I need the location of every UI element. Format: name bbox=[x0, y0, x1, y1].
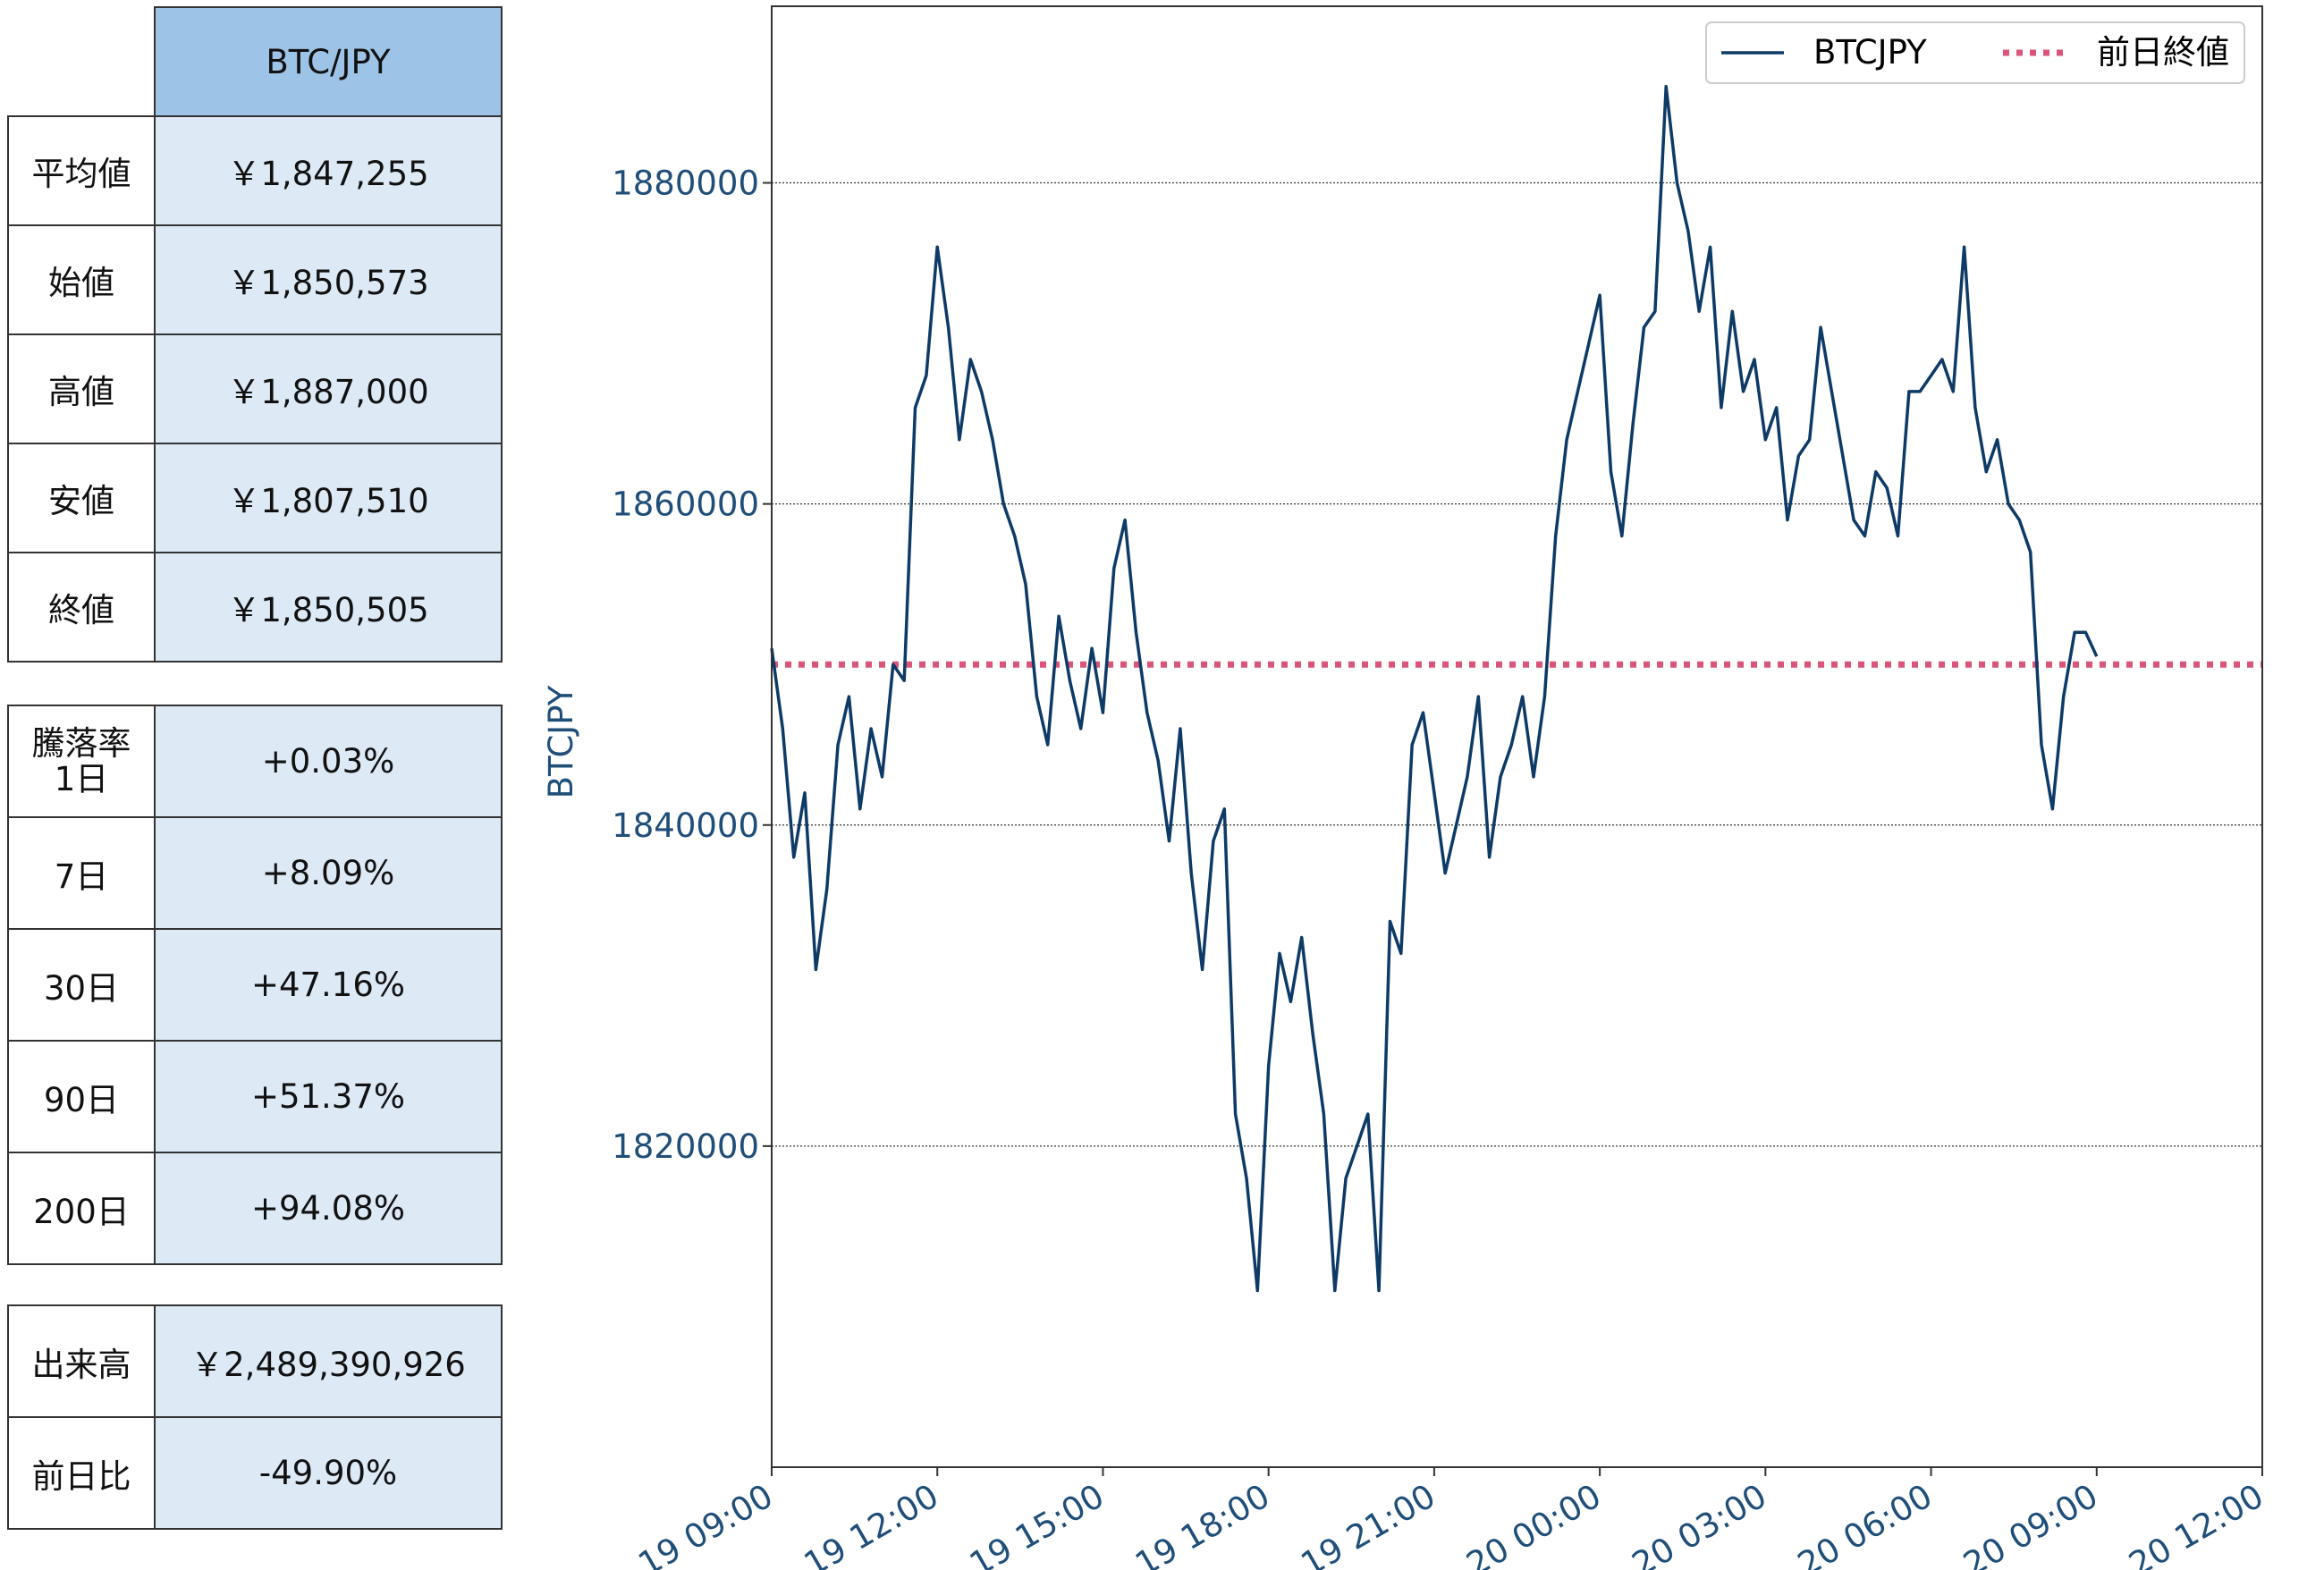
summary-label-open: 始値 bbox=[7, 224, 156, 335]
x-tick-label: 19 15:00 bbox=[963, 1477, 1111, 1570]
summary-label-high: 高値 bbox=[7, 333, 156, 444]
change-row-1d: 騰落率 1日 +0.03% bbox=[7, 705, 503, 818]
change-label-30d: 30日 bbox=[7, 928, 156, 1042]
change-label-7d: 7日 bbox=[7, 816, 156, 930]
x-tick-label: 20 00:00 bbox=[1460, 1477, 1608, 1570]
y-axis: 1820000 1840000 1860000 1880000 bbox=[612, 165, 772, 1166]
change-value-90d: +51.37% bbox=[154, 1040, 503, 1153]
summary-header-row: BTC/JPY bbox=[8, 6, 503, 117]
x-tick-label: 19 21:00 bbox=[1295, 1477, 1442, 1570]
volume-change-value: -49.90% bbox=[154, 1416, 503, 1530]
legend-reference-label: 前日終値 bbox=[2097, 33, 2229, 72]
volume-value: ￥2,489,390,926 bbox=[154, 1304, 503, 1418]
y-tick-label: 1880000 bbox=[612, 165, 759, 203]
legend-box bbox=[1705, 21, 2245, 84]
y-axis-label: BTCJPY bbox=[542, 685, 580, 798]
change-label-title: 騰落率 bbox=[31, 723, 131, 763]
y-tick-label: 1820000 bbox=[612, 1127, 759, 1166]
summary-row-open: 始値 ￥1,850,573 bbox=[7, 224, 503, 335]
x-tick-label: 19 18:00 bbox=[1128, 1477, 1276, 1570]
y-tick-label: 1860000 bbox=[612, 485, 759, 524]
change-table: 騰落率 1日 +0.03% 7日 +8.09% 30日 +47.16% 90日 … bbox=[7, 705, 503, 1265]
plot-frame bbox=[771, 5, 2263, 1468]
summary-label-avg: 平均値 bbox=[7, 115, 156, 226]
change-row-90d: 90日 +51.37% bbox=[7, 1040, 503, 1153]
x-tick-label: 20 06:00 bbox=[1791, 1477, 1939, 1570]
summary-label-low: 安値 bbox=[7, 443, 156, 553]
summary-row-low: 安値 ￥1,807,510 bbox=[7, 443, 503, 553]
series-line-btcjpy bbox=[770, 85, 2099, 1293]
summary-value-high: ￥1,887,000 bbox=[154, 333, 503, 444]
volume-table: 出来高 ￥2,489,390,926 前日比 -49.90% bbox=[7, 1304, 503, 1530]
x-tick-label: 19 12:00 bbox=[798, 1477, 945, 1570]
summary-value-close: ￥1,850,505 bbox=[154, 552, 503, 663]
grid-lines bbox=[772, 181, 2262, 1147]
summary-label-close: 終値 bbox=[7, 552, 156, 663]
change-label-1d: 騰落率 1日 bbox=[7, 705, 156, 818]
change-value-7d: +8.09% bbox=[154, 816, 503, 930]
series-layer bbox=[770, 85, 2099, 1293]
x-tick-label: 20 03:00 bbox=[1626, 1477, 1773, 1570]
summary-corner-cell bbox=[8, 7, 155, 116]
summary-row-high: 高値 ￥1,887,000 bbox=[7, 333, 503, 444]
x-tick-label: 20 09:00 bbox=[1956, 1477, 2104, 1570]
volume-change-label: 前日比 bbox=[7, 1416, 156, 1530]
x-tick-label: 20 12:00 bbox=[2123, 1477, 2270, 1570]
x-tick-label: 19 09:00 bbox=[632, 1477, 780, 1570]
legend-series-label: BTCJPY bbox=[1813, 33, 1927, 72]
change-row-200d: 200日 +94.08% bbox=[7, 1152, 503, 1265]
change-value-30d: +47.16% bbox=[154, 928, 503, 1042]
summary-row-close: 終値 ￥1,850,505 bbox=[7, 552, 503, 663]
summary-value-low: ￥1,807,510 bbox=[154, 443, 503, 553]
change-value-1d: +0.03% bbox=[154, 705, 503, 818]
summary-value-open: ￥1,850,573 bbox=[154, 224, 503, 335]
change-row-7d: 7日 +8.09% bbox=[7, 816, 503, 930]
change-value-200d: +94.08% bbox=[154, 1152, 503, 1265]
change-label-200d: 200日 bbox=[7, 1152, 156, 1265]
x-axis: 19 09:00 19 12:00 19 15:00 19 18:00 19 21:00… bbox=[632, 1467, 2270, 1570]
volume-change-row: 前日比 -49.90% bbox=[7, 1416, 503, 1530]
change-label-period: 1日 bbox=[54, 759, 109, 798]
summary-table: BTC/JPY 平均値 ￥1,847,255 始値 ￥1,850,573 高値 … bbox=[7, 6, 503, 663]
y-tick-label: 1840000 bbox=[612, 806, 759, 845]
legend: BTCJPY 前日終値 bbox=[1705, 21, 2245, 84]
volume-row: 出来高 ￥2,489,390,926 bbox=[7, 1304, 503, 1418]
summary-header: BTC/JPY bbox=[154, 6, 503, 117]
change-row-30d: 30日 +47.16% bbox=[7, 928, 503, 1042]
summary-value-avg: ￥1,847,255 bbox=[154, 115, 503, 226]
summary-row-avg: 平均値 ￥1,847,255 bbox=[7, 115, 503, 226]
volume-label: 出来高 bbox=[7, 1304, 156, 1418]
change-label-90d: 90日 bbox=[7, 1040, 156, 1153]
